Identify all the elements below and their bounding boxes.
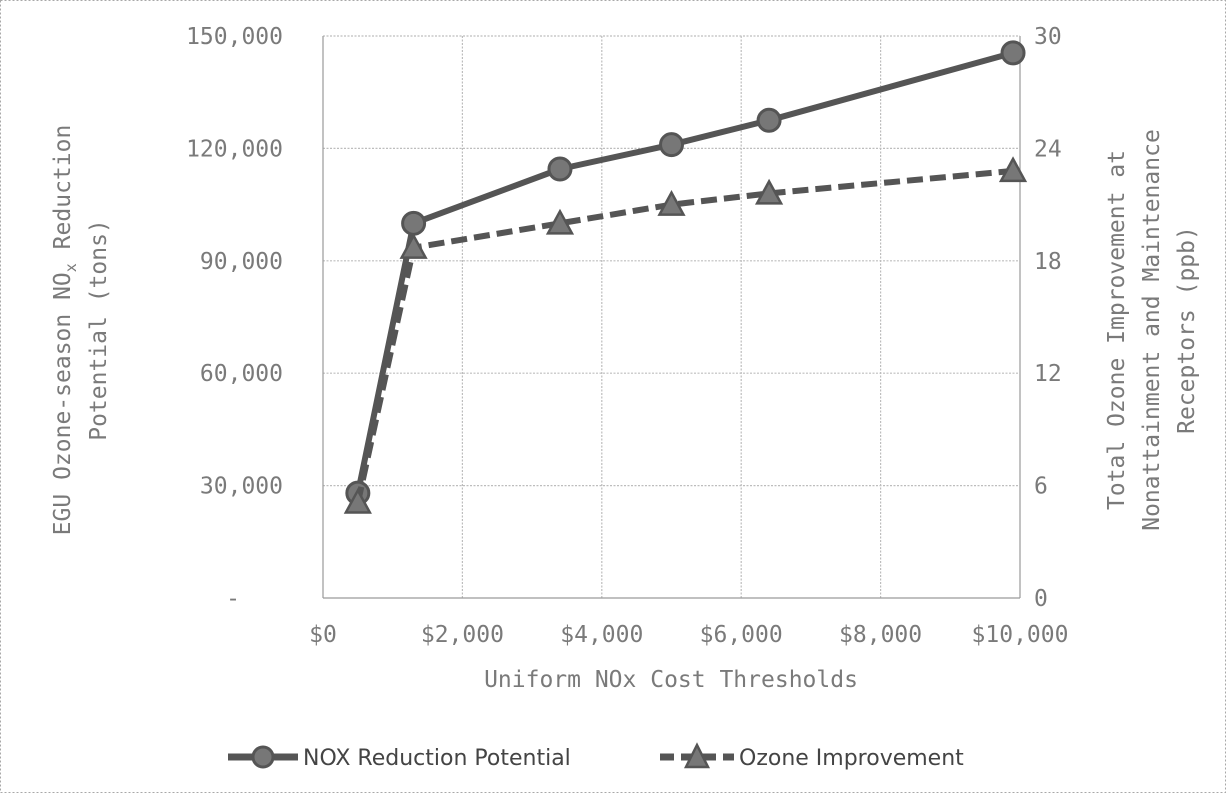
legend-label-ozone: Ozone Improvement: [739, 746, 964, 771]
legend-item-nox: NOX Reduction Potential: [228, 745, 571, 771]
y-right-tick-label-3: 18: [1034, 249, 1062, 275]
x-tick-label-2: $4,000: [560, 622, 643, 648]
series-line-1: [354, 167, 1014, 504]
y-right-axis-title-line1: Total Ozone Improvement at: [1104, 150, 1130, 510]
y-right-tick-label-0: 0: [1034, 586, 1048, 612]
y-left-tick-label-5: 150,000: [186, 24, 283, 50]
legend-swatch-marker-nox: [251, 745, 275, 769]
series-1-point-0: [343, 487, 372, 514]
grid-lines: [323, 35, 1020, 598]
series-line-0: [354, 50, 1014, 494]
series-0-point-1: [401, 210, 427, 236]
x-tick-label-0: $0: [309, 622, 337, 648]
series-1-point-2: [545, 208, 575, 235]
y-left-tick-label-4: 120,000: [186, 136, 283, 162]
legend-item-ozone: Ozone Improvement: [660, 742, 964, 771]
y-left-tick-label-1: 30,000: [200, 474, 283, 500]
y-left-tick-label-2: 60,000: [200, 361, 283, 387]
y-right-tick-label-5: 30: [1034, 24, 1062, 50]
series-1-point-1: [399, 233, 428, 259]
y-left-axis-title-line2: Potential (tons): [86, 219, 112, 441]
series-layer: [343, 40, 1028, 514]
series-0-point-4: [756, 107, 782, 133]
tick-labels: $0 $2,000 $4,000 $6,000 $8,000 $10,000 - 30,000…: [186, 24, 1068, 648]
series-0-point-2: [547, 156, 573, 182]
y-right-axis-title-line2: Nonattainment and Maintenance: [1139, 129, 1165, 531]
x-tick-label-4: $8,000: [839, 622, 922, 648]
x-tick-label-1: $2,000: [421, 622, 504, 648]
axes: [322, 36, 1021, 599]
series-1-point-5: [998, 156, 1028, 183]
legend-swatch-marker-ozone: [683, 742, 711, 769]
legend-label-nox: NOX Reduction Potential: [303, 746, 571, 771]
series-1-point-4: [754, 178, 784, 205]
y-left-tick-label-3: 90,000: [200, 249, 283, 275]
legend: NOX Reduction Potential Ozone Improvemen…: [228, 742, 964, 771]
series-0-point-5: [1000, 40, 1026, 66]
y-right-tick-label-1: 6: [1034, 474, 1048, 500]
y-right-tick-label-4: 24: [1034, 136, 1062, 162]
y-left-axis-title-line1: EGU Ozone-season NOx Reduction: [50, 125, 80, 536]
y-right-tick-label-2: 12: [1034, 361, 1062, 387]
y-left-tick-label-0: -: [226, 586, 240, 612]
series-0-point-3: [659, 132, 684, 158]
x-axis-title: Uniform NOx Cost Thresholds: [484, 667, 858, 693]
y-right-axis-title-line3: Receptors (ppb): [1174, 226, 1200, 434]
x-tick-label-3: $6,000: [700, 622, 783, 648]
series-1-point-3: [657, 189, 686, 216]
x-tick-label-5: $10,000: [972, 622, 1069, 648]
